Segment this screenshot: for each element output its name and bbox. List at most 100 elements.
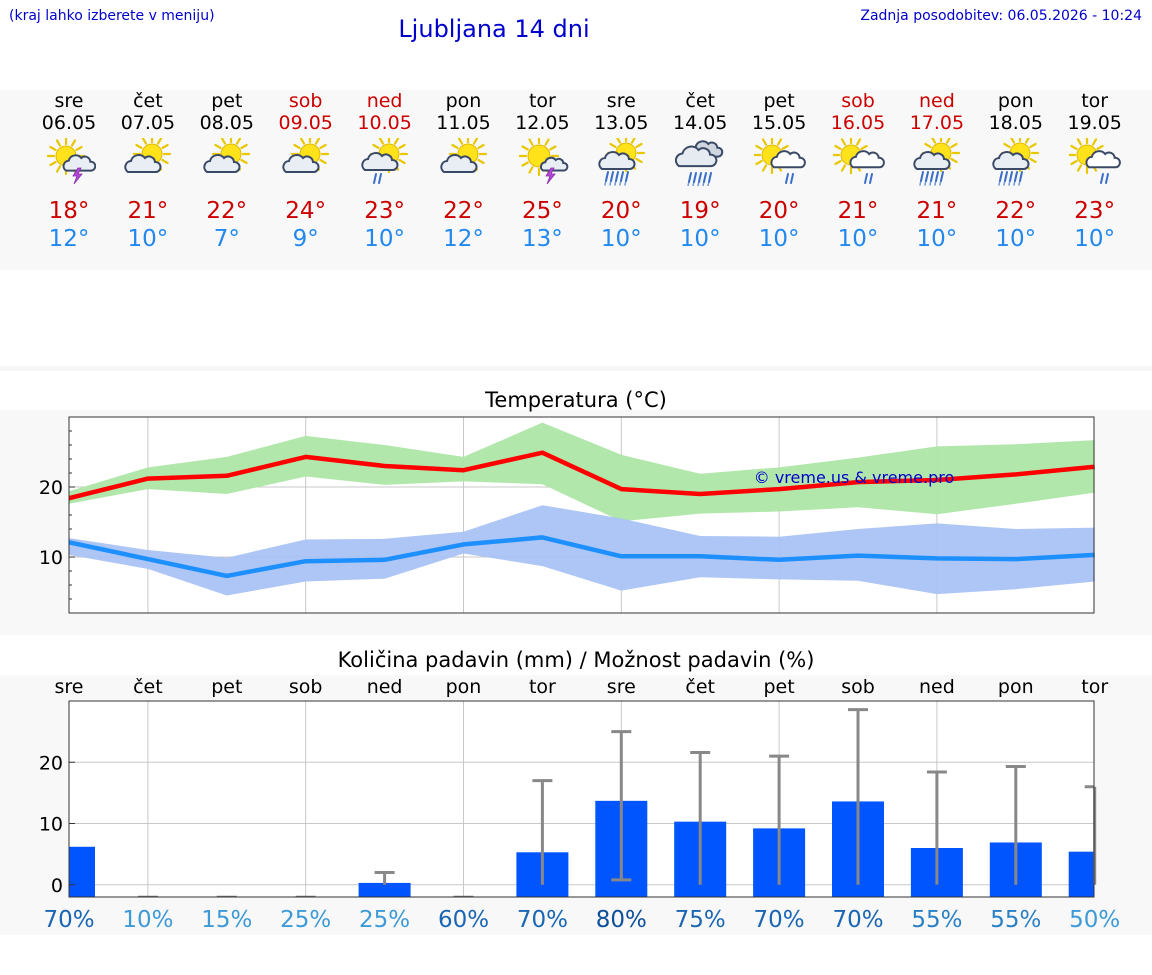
watermark: © vreme.us & vreme.pro <box>754 468 955 487</box>
day-name: sre <box>54 90 84 112</box>
precipitation-probability: 70% <box>832 907 883 933</box>
temperature-chart-title: Temperatura (°C) <box>485 388 667 412</box>
day-name: ned <box>366 90 403 112</box>
min-temperature: 10° <box>837 226 879 252</box>
max-temperature: 19° <box>679 198 721 224</box>
day-date: 08.05 <box>199 112 254 134</box>
day-date: 17.05 <box>909 112 965 134</box>
precipitation-probability: 80% <box>596 907 647 933</box>
partly-cloudy-icon <box>282 138 330 174</box>
y-tick-label: 0 <box>51 875 63 897</box>
min-temperature: 7° <box>213 226 240 252</box>
precipitation-probability: 55% <box>911 907 962 933</box>
day-name: sob <box>288 90 323 112</box>
precipitation-probability: 60% <box>438 907 489 933</box>
precipitation-probability: 15% <box>201 907 252 933</box>
min-temperature: 10° <box>995 226 1037 252</box>
plot-frame <box>68 700 1095 898</box>
daily-forecast-strip: sre 06.05 18° 12° čet 07.05 21° 10° pet 08.05 22° 7… <box>0 90 1152 270</box>
day-name: pet <box>211 90 243 112</box>
partly-cloudy-heavy-rain-icon <box>992 138 1040 186</box>
min-temperature: 13° <box>522 226 563 252</box>
day-name: pon <box>445 90 482 112</box>
min-temperature-line <box>68 535 1095 579</box>
precipitation-probability: 70% <box>754 907 805 933</box>
y-tick-label: 20 <box>39 477 63 499</box>
last-updated: Zadnja posodobitev: 06.05.2026 - 10:24 <box>860 8 1142 24</box>
temperature-chart: 10 20 © vreme.us & vreme.pro <box>39 416 1095 614</box>
max-temperature: 21° <box>837 198 879 224</box>
max-temperature: 22° <box>995 198 1037 224</box>
day-label: sre <box>55 676 84 698</box>
day-date: 19.05 <box>1067 112 1122 134</box>
max-temperature: 21° <box>916 198 958 224</box>
precipitation-chart: sre čet pet sob ned pon tor sre čet pet sob ned pon t… <box>39 676 1120 933</box>
location-hint: (kraj lahko izberete v meniju) <box>9 8 215 24</box>
day-date: 14.05 <box>672 112 728 134</box>
partly-cloudy-icon <box>440 138 488 174</box>
day-name: pon <box>997 90 1034 112</box>
day-name: sob <box>841 90 875 112</box>
min-temperature: 10° <box>1074 226 1116 252</box>
day-label: tor <box>529 676 556 698</box>
precipitation-probability: 70% <box>517 907 568 933</box>
day-label: pon <box>446 676 482 698</box>
max-temperature: 24° <box>285 198 327 224</box>
day-label: sob <box>289 676 323 698</box>
day-name: čet <box>685 90 715 112</box>
sun-cloud-light-rain-icon <box>1069 138 1122 184</box>
day-label: tor <box>1081 676 1108 698</box>
precipitation-probability: 25% <box>280 907 331 933</box>
partly-cloudy-heavy-rain-icon <box>913 138 961 186</box>
plot-frame <box>68 416 1095 614</box>
max-temperature-line <box>68 450 1095 501</box>
day-date: 13.05 <box>594 112 649 134</box>
day-name: pet <box>763 90 795 112</box>
day-label: pet <box>211 676 242 698</box>
partly-cloudy-icon <box>124 138 172 174</box>
precipitation-bar <box>69 846 95 897</box>
day-date: 10.05 <box>357 112 412 134</box>
y-tick-label: 10 <box>39 814 63 836</box>
y-tick-label: 20 <box>39 752 63 774</box>
max-temperature: 18° <box>48 198 90 224</box>
cloudy-rain-icon <box>674 140 723 186</box>
precipitation-probability: 25% <box>359 907 410 933</box>
day-label: čet <box>685 676 715 698</box>
max-temperature: 20° <box>758 198 800 224</box>
precipitation-probability: 70% <box>43 907 94 933</box>
y-tick-label: 10 <box>39 547 63 569</box>
min-temperature-range-band <box>69 505 1095 596</box>
sun-thunder-icon <box>518 138 569 185</box>
sun-cloud-light-rain-icon <box>753 138 806 184</box>
day-label: pet <box>763 676 794 698</box>
day-label: ned <box>367 676 403 698</box>
partly-cloudy-heavy-rain-icon <box>598 138 645 186</box>
min-temperature: 12° <box>443 226 484 252</box>
max-temperature: 20° <box>600 198 642 224</box>
page-title: Ljubljana 14 dni <box>398 15 590 43</box>
max-temperature: 21° <box>127 198 169 224</box>
precipitation-probability: 75% <box>675 907 726 933</box>
day-date: 06.05 <box>41 112 97 134</box>
day-label: ned <box>919 676 955 698</box>
min-temperature: 10° <box>127 226 169 252</box>
day-date: 15.05 <box>751 112 807 134</box>
day-label: sre <box>607 676 636 698</box>
min-temperature: 10° <box>679 226 721 252</box>
precipitation-probability: 50% <box>1069 907 1120 933</box>
day-date: 16.05 <box>830 112 886 134</box>
max-temperature: 22° <box>206 198 248 224</box>
partly-cloudy-icon <box>203 138 251 174</box>
day-date: 11.05 <box>436 112 491 134</box>
precipitation-bar <box>1068 851 1094 897</box>
day-label: sob <box>841 676 875 698</box>
min-temperature: 10° <box>916 226 958 252</box>
max-temperature: 22° <box>443 198 484 224</box>
day-label: pon <box>998 676 1034 698</box>
day-name: čet <box>133 90 163 112</box>
separator <box>0 366 1152 371</box>
day-date: 12.05 <box>515 112 570 134</box>
day-name: ned <box>918 90 955 112</box>
day-name: tor <box>1081 90 1109 112</box>
